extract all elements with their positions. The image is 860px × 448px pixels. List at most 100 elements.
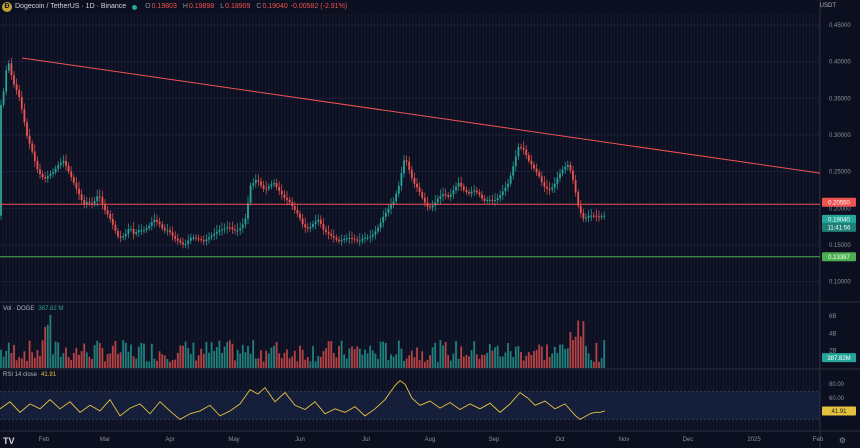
candle-body xyxy=(517,147,520,157)
candle-body xyxy=(561,169,564,174)
candle-body xyxy=(413,178,416,184)
candle-body xyxy=(530,160,533,165)
volume-bar xyxy=(564,349,567,368)
candle-body xyxy=(439,196,442,199)
volume-bar xyxy=(468,356,470,368)
candle-body xyxy=(137,230,140,233)
time-tick-label: May xyxy=(228,437,239,443)
candle-body xyxy=(52,172,54,175)
candle-body xyxy=(210,235,213,238)
volume-bar xyxy=(327,341,330,368)
candle-body xyxy=(449,194,452,197)
candle-body xyxy=(39,169,41,175)
volume-bar xyxy=(345,358,348,368)
time-tick-label: Nov xyxy=(619,437,630,443)
candle-body xyxy=(83,200,86,205)
volume-bar xyxy=(356,346,359,368)
candle-body xyxy=(148,225,151,229)
candle-body xyxy=(343,238,346,241)
ohlc-readout: O0.19803 H0.19898 L0.18909 C0.19040 -0.0… xyxy=(145,3,348,10)
volume-bar xyxy=(577,320,580,368)
volume-bar xyxy=(397,340,400,368)
candle-body xyxy=(104,204,106,211)
volume-bar xyxy=(254,358,257,368)
volume-bar xyxy=(551,353,554,368)
candle-body xyxy=(215,231,218,234)
volume-bar xyxy=(595,342,598,368)
volume-bar xyxy=(442,345,444,368)
candle-body xyxy=(304,224,307,228)
candle-body xyxy=(540,176,543,183)
tradingview-logo[interactable]: TV xyxy=(3,436,15,446)
current-price-badge xyxy=(822,214,856,224)
currency-label[interactable]: USDT xyxy=(819,3,836,9)
volume-bar xyxy=(119,352,122,368)
volume-bar xyxy=(366,353,369,368)
volume-bar xyxy=(569,332,572,368)
candle-body xyxy=(374,231,377,235)
gear-icon[interactable]: ⚙ xyxy=(838,436,846,445)
level-high-badge-label: 0.20550 xyxy=(828,201,850,207)
volume-bar xyxy=(174,359,177,368)
volume-bar xyxy=(377,358,379,368)
candle-body xyxy=(28,135,31,144)
level-low-badge xyxy=(822,252,856,262)
volume-bar xyxy=(18,356,21,368)
candle-body xyxy=(522,147,525,150)
volume-bar xyxy=(382,341,385,368)
volume-bar xyxy=(215,347,218,368)
price-tick-label: 0.45000 xyxy=(829,23,851,29)
volume-bar xyxy=(587,353,590,368)
candle-body xyxy=(574,180,577,193)
rsi-legend[interactable]: RSI 14 close 41.91 xyxy=(3,372,57,378)
volume-bar xyxy=(390,354,392,368)
volume-bar xyxy=(429,355,431,368)
candle-body xyxy=(408,161,411,170)
volume-bar xyxy=(244,352,247,368)
candle-body xyxy=(587,215,590,218)
volume-bar xyxy=(457,358,460,368)
volume-bar xyxy=(0,349,2,368)
candle-body xyxy=(0,104,2,216)
candle-body xyxy=(59,162,62,166)
price-tick-label: 0.25000 xyxy=(829,170,851,176)
candle-body xyxy=(465,190,468,192)
candle-body xyxy=(382,216,385,223)
candle-body xyxy=(228,227,231,229)
volume-bar xyxy=(7,342,10,368)
rsi-tick-label: 60.00 xyxy=(829,396,845,402)
volume-bar xyxy=(426,359,429,368)
volume-bar xyxy=(223,346,226,368)
volume-bar xyxy=(460,346,463,368)
volume-bar xyxy=(49,314,52,368)
volume-bar xyxy=(335,357,338,368)
candle-body xyxy=(130,229,132,231)
volume-legend[interactable]: Vol · DOGE 387.82 M xyxy=(3,306,64,312)
volume-bar xyxy=(499,356,502,368)
symbol-title[interactable]: Dogecoin / TetherUS · 1D · Binance xyxy=(15,3,127,10)
candle-body xyxy=(429,206,431,208)
candle-body xyxy=(18,90,21,97)
candle-body xyxy=(462,186,465,191)
volume-bar xyxy=(546,344,548,368)
candle-body xyxy=(579,205,582,213)
candle-body xyxy=(192,237,195,239)
candle-body xyxy=(44,177,47,179)
candle-body xyxy=(31,143,34,152)
volume-bar xyxy=(486,352,489,368)
candle-body xyxy=(582,212,585,219)
candle-body xyxy=(200,239,203,241)
volume-tick-label: 6B xyxy=(829,314,836,320)
candle-body xyxy=(262,185,265,189)
candle-body xyxy=(590,215,593,217)
candle-body xyxy=(527,155,530,161)
volume-bar xyxy=(507,342,509,368)
candle-body xyxy=(379,222,382,228)
candle-body xyxy=(49,174,52,177)
volume-bar xyxy=(452,353,455,368)
candle-body xyxy=(397,185,400,194)
volume-bar xyxy=(364,349,366,368)
volume-bar xyxy=(291,356,294,368)
volume-bar xyxy=(59,356,62,368)
